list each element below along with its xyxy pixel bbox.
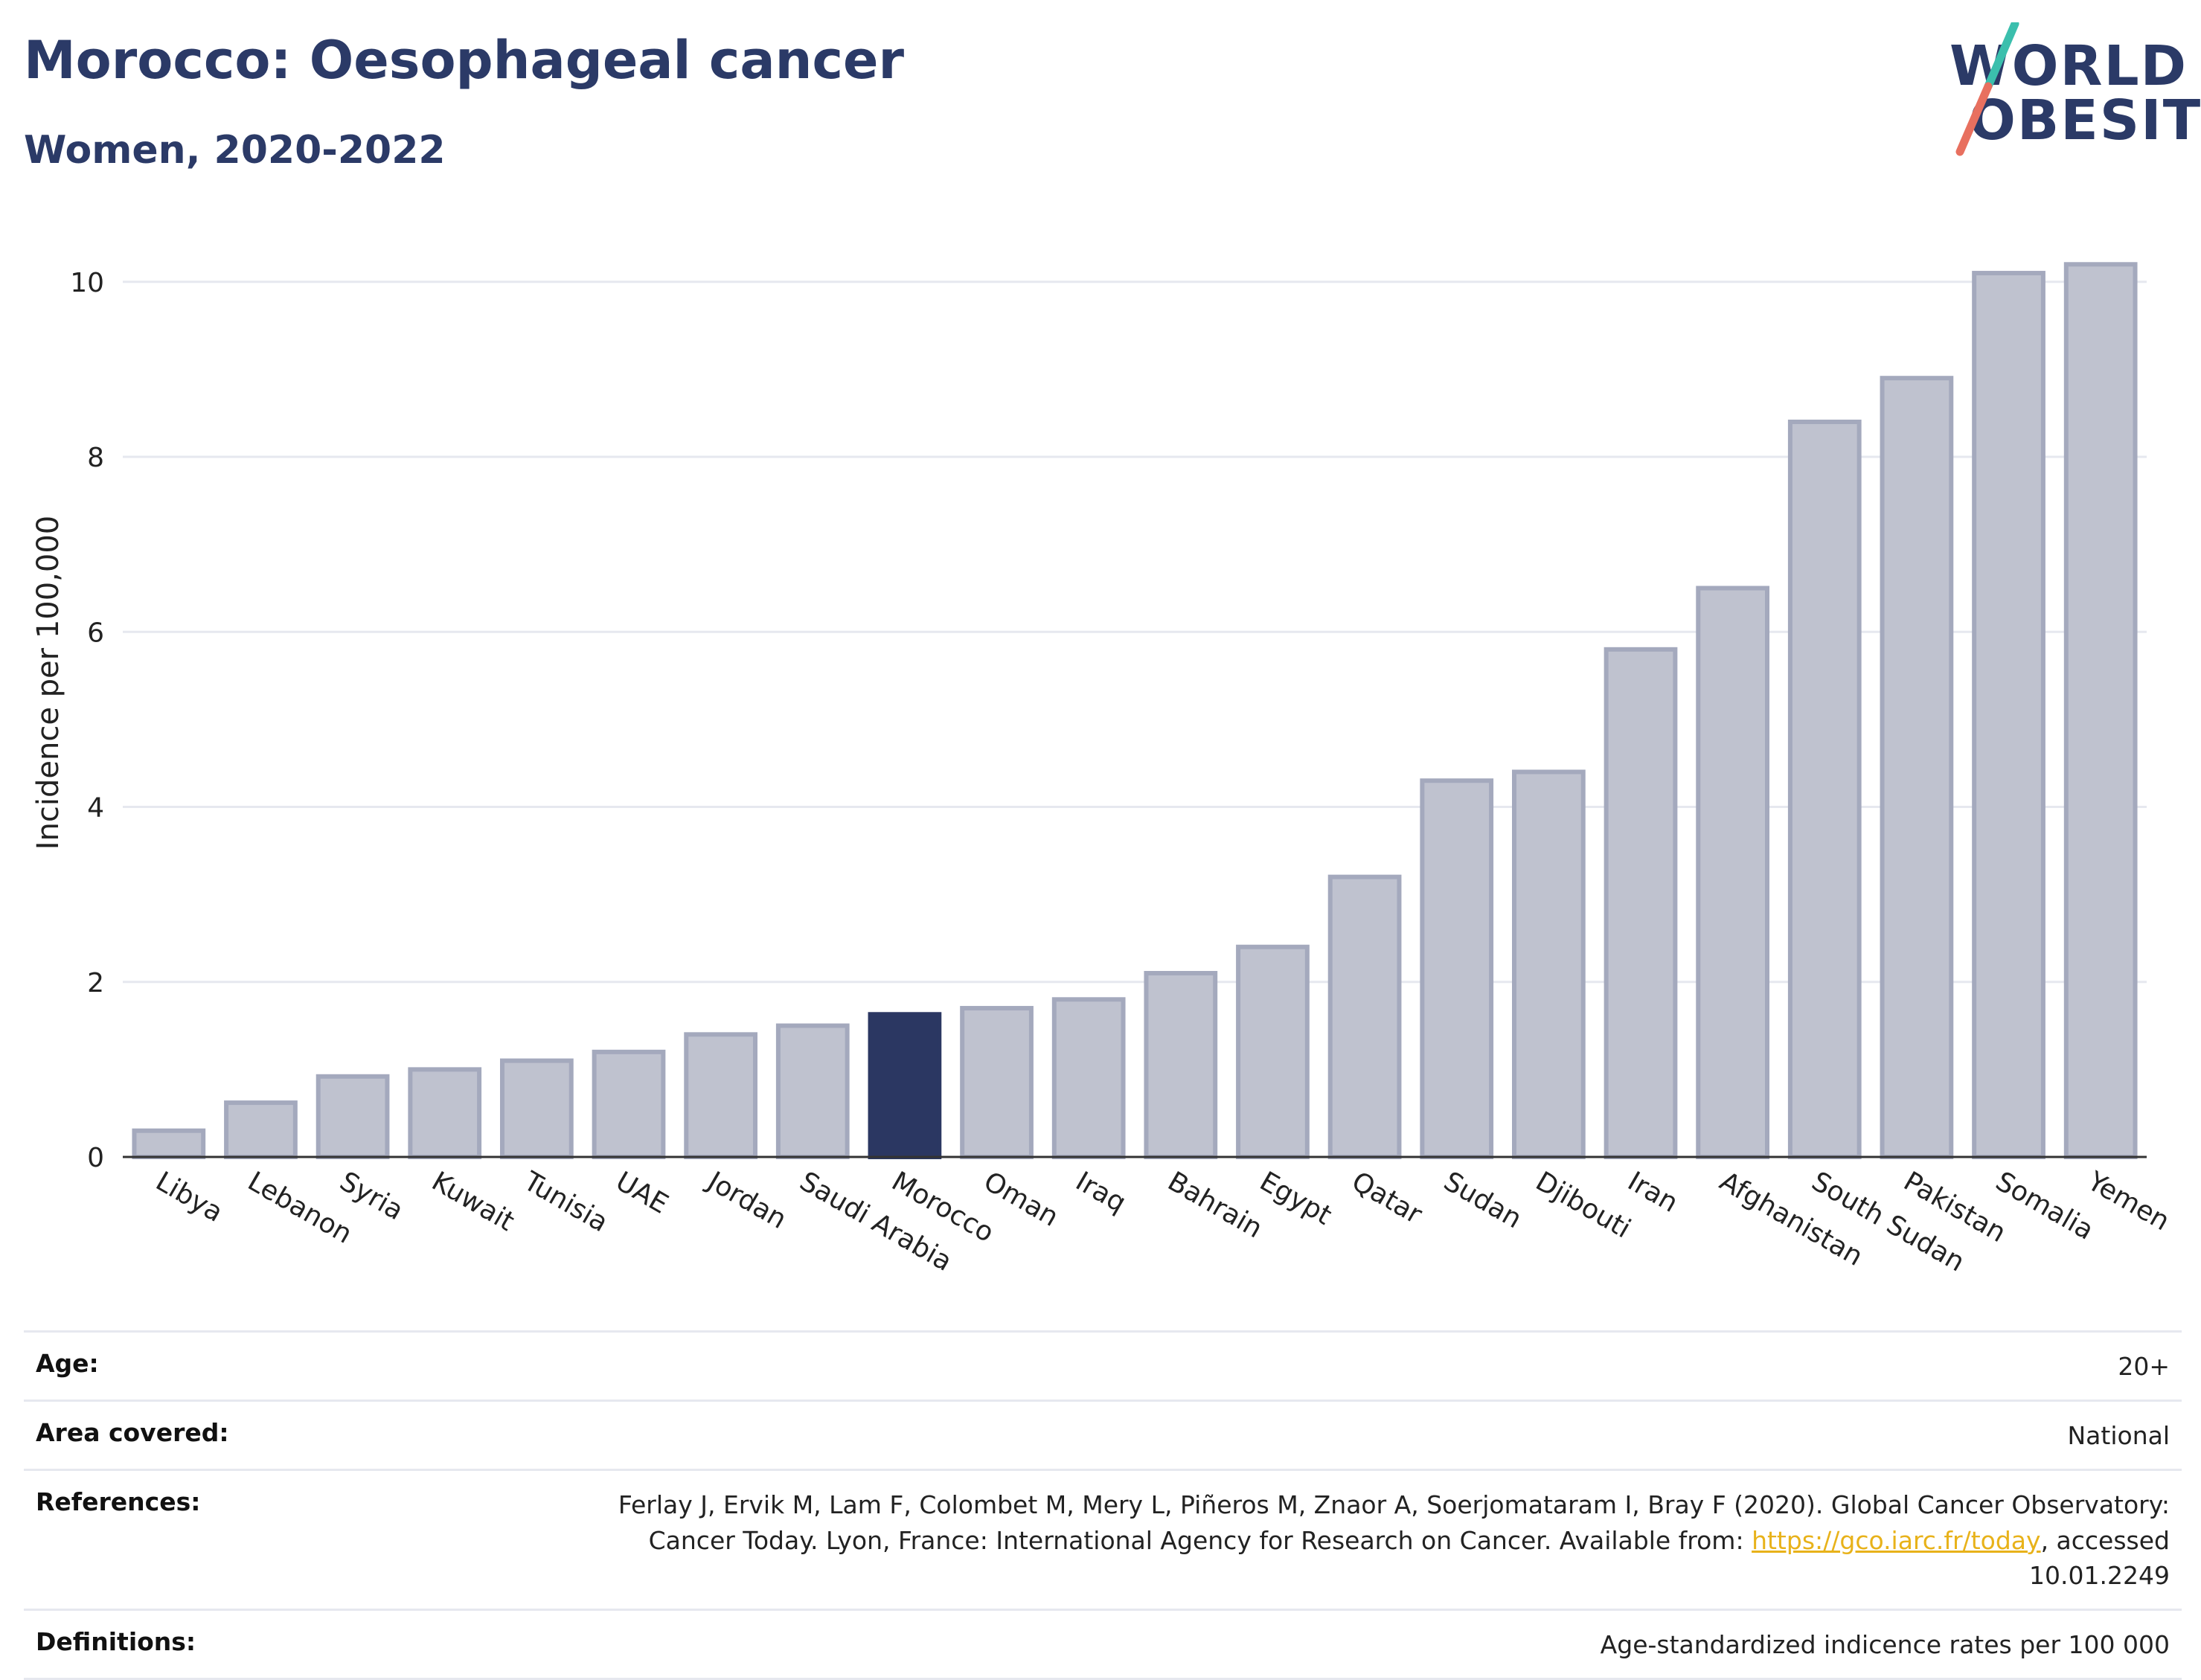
logo-line-2: OBESITY xyxy=(1969,89,2201,153)
meta-row-references: References: Ferlay J, Ervik M, Lam F, Co… xyxy=(24,1468,2182,1609)
bar-lebanon xyxy=(224,1100,298,1159)
meta-value-definitions: Age-standardized indicence rates per 100… xyxy=(1600,1630,2170,1660)
x-tick-label: Somalia xyxy=(1990,1166,2098,1246)
x-tick-label: Yemen xyxy=(2082,1166,2175,1237)
bar-uae xyxy=(592,1049,666,1160)
x-tick-label: Libya xyxy=(150,1166,228,1228)
x-tick-label: Kuwait xyxy=(426,1166,519,1237)
x-tick-label: Bahrain xyxy=(1162,1166,1267,1244)
x-tick-label: Djibouti xyxy=(1531,1166,1635,1244)
x-tick-label: Tunisia xyxy=(518,1166,613,1238)
x-tick-label: Egypt xyxy=(1255,1166,1336,1231)
reference-link[interactable]: https://gco.iarc.fr/today xyxy=(1752,1525,2041,1555)
logo-slash-icon xyxy=(1955,22,2019,156)
bar-afghanistan xyxy=(1696,586,1769,1159)
metadata-table: Age: 20+ Area covered: National Referenc… xyxy=(24,1330,2182,1680)
bar-tunisia xyxy=(500,1058,574,1159)
bar-iraq xyxy=(1051,997,1126,1160)
x-tick-label: Saudi Arabia xyxy=(795,1166,957,1277)
bar-jordan xyxy=(684,1032,757,1160)
x-tick-label: Iraq xyxy=(1071,1166,1131,1219)
reference-text: Ferlay J, Ervik M, Lam F, Colombet M, Me… xyxy=(618,1490,2170,1555)
bar-bahrain xyxy=(1144,971,1218,1159)
y-tick-label: 2 xyxy=(87,968,104,998)
bar-yemen xyxy=(2063,262,2138,1159)
meta-label-definitions: Definitions: xyxy=(36,1627,196,1657)
meta-value-references: Ferlay J, Ervik M, Lam F, Colombet M, Me… xyxy=(533,1487,2170,1594)
reference-accessed: , accessed 10.01.2249 xyxy=(2029,1525,2170,1591)
bar-morocco xyxy=(868,1012,942,1160)
bar-saudi-arabia xyxy=(775,1023,850,1159)
bar-somalia xyxy=(1972,271,2045,1159)
x-tick-label: UAE xyxy=(611,1166,673,1219)
y-tick-label: 6 xyxy=(87,618,104,648)
y-axis-label: Incidence per 100,000 xyxy=(31,516,65,850)
world-obesity-logo: WORLD OBESITY xyxy=(1942,22,2201,164)
bar-south-sudan xyxy=(1787,420,1862,1159)
bar-djibouti xyxy=(1512,769,1586,1159)
x-tick-label: Jordan xyxy=(701,1165,791,1235)
x-tick-label: Sudan xyxy=(1438,1166,1527,1234)
bar-libya xyxy=(132,1128,206,1159)
x-tick-label: Iran xyxy=(1623,1166,1683,1219)
y-tick-label: 4 xyxy=(87,793,104,824)
meta-label-area: Area covered: xyxy=(36,1417,229,1447)
bar-qatar xyxy=(1327,874,1402,1159)
meta-value-area: National xyxy=(2067,1420,2170,1450)
y-tick-label: 8 xyxy=(87,443,104,473)
bar-iran xyxy=(1604,647,1678,1159)
bar-egypt xyxy=(1236,944,1310,1159)
x-tick-label: Lebanon xyxy=(243,1166,357,1250)
bar-pakistan xyxy=(1880,376,1954,1160)
meta-row-age: Age: 20+ xyxy=(24,1330,2182,1400)
meta-value-age: 20+ xyxy=(2118,1352,2170,1381)
bars xyxy=(132,262,2138,1160)
meta-row-area: Area covered: National xyxy=(24,1399,2182,1469)
bar-kuwait xyxy=(408,1067,482,1160)
y-tick-label: 0 xyxy=(87,1143,104,1173)
meta-row-definitions: Definitions: Age-standardized indicence … xyxy=(24,1609,2182,1680)
bar-syria xyxy=(315,1074,390,1160)
y-tick-label: 10 xyxy=(70,268,104,298)
meta-label-age: Age: xyxy=(36,1349,99,1378)
chart-subtitle: Women, 2020-2022 xyxy=(24,128,446,173)
bar-oman xyxy=(960,1006,1034,1159)
meta-label-references: References: xyxy=(36,1487,201,1516)
bar-sudan xyxy=(1420,778,1494,1159)
chart-title: Morocco: Oesophageal cancer xyxy=(24,30,904,91)
x-tick-label: Qatar xyxy=(1347,1166,1427,1230)
x-tick-label: South Sudan xyxy=(1807,1166,1970,1277)
